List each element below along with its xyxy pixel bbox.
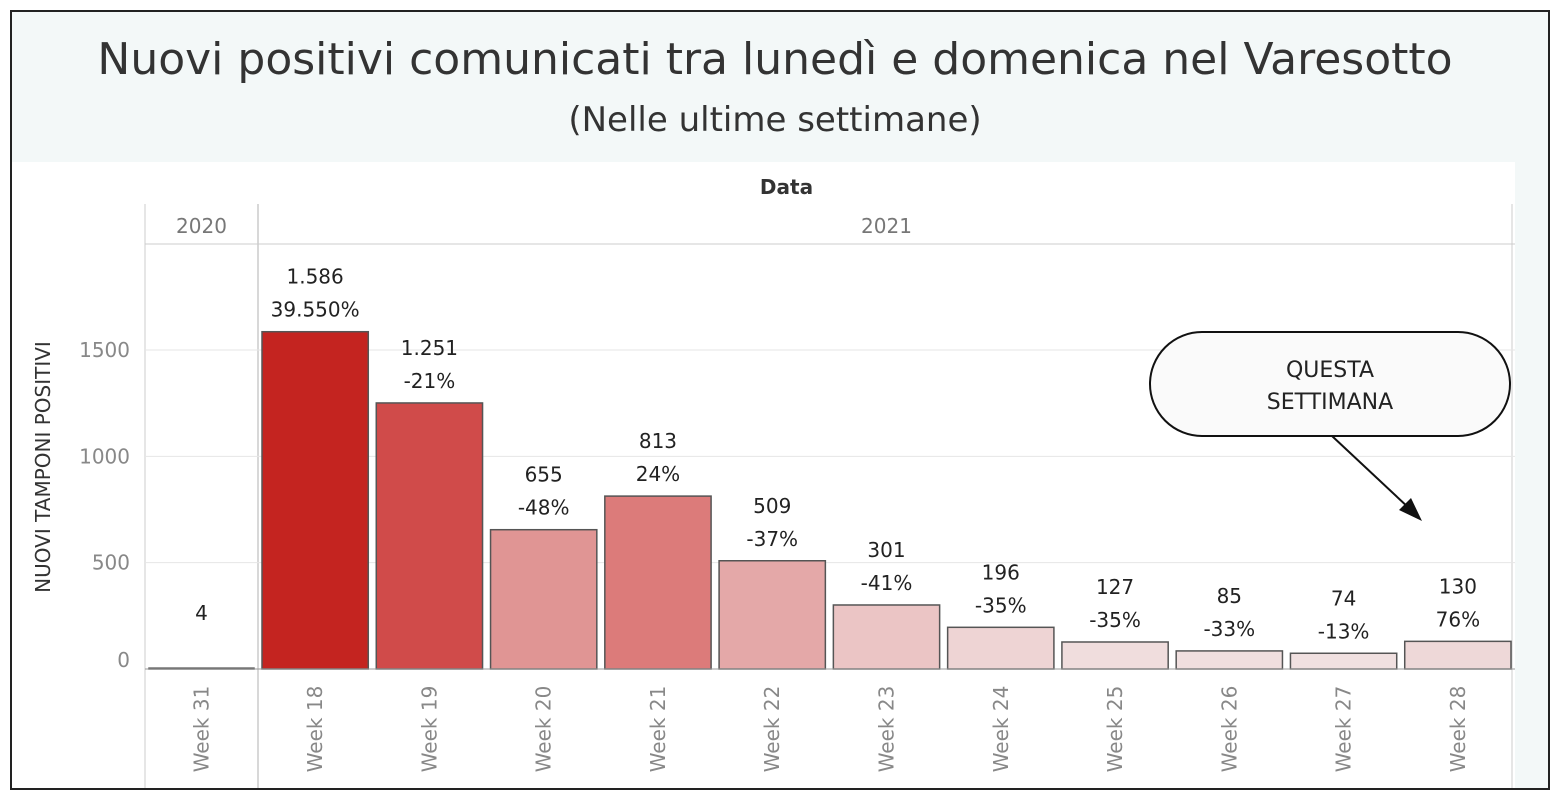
- x-tick-label: Week 26: [1217, 686, 1241, 773]
- bar-week-20: [489, 528, 598, 670]
- y-tick-0: 0: [117, 648, 130, 672]
- x-tick-label: Week 22: [760, 686, 784, 773]
- annotation-bubble: [1149, 331, 1511, 437]
- x-tick-label: Week 21: [646, 686, 670, 773]
- x-tick-label: Week 31: [190, 686, 214, 773]
- year-label-2020: 2020: [176, 214, 227, 238]
- bar-week-21: [604, 495, 712, 670]
- change-label: -37%: [746, 527, 798, 551]
- bar-week-28: [1403, 640, 1512, 670]
- annotation-text: SETTIMANA: [1267, 390, 1393, 415]
- bar-week-24: [946, 626, 1055, 670]
- x-tick-label: Week 18: [303, 686, 327, 773]
- value-label: 196: [982, 560, 1020, 584]
- annotation-arrowhead: [1399, 498, 1422, 521]
- y-tick-1500: 1500: [79, 338, 130, 362]
- value-label: 301: [867, 538, 905, 562]
- value-label: 509: [753, 494, 791, 518]
- bar-week-19: [375, 402, 484, 670]
- x-tick-label: Week 25: [1103, 686, 1127, 773]
- change-label: -33%: [1203, 617, 1255, 641]
- annotation-arrow-line: [1331, 435, 1411, 510]
- bar-week-27: [1289, 652, 1398, 670]
- year-label-2021: 2021: [861, 214, 912, 238]
- chart-subtitle: (Nelle ultime settimane): [568, 100, 982, 140]
- bar-week-23: [832, 604, 941, 670]
- x-tick-label: Week 20: [532, 686, 556, 773]
- value-label: 1.251: [401, 336, 458, 360]
- x-header-label: Data: [760, 175, 813, 199]
- y-tick-500: 500: [92, 551, 130, 575]
- value-label: 85: [1217, 584, 1242, 608]
- bar-week-22: [718, 560, 827, 670]
- x-tick-label: Week 24: [989, 686, 1013, 773]
- annotation-text: QUESTA: [1286, 358, 1374, 383]
- value-label: 74: [1331, 586, 1356, 610]
- chart-title: Nuovi positivi comunicati tra lunedì e d…: [97, 34, 1453, 85]
- x-tick-label: Week 27: [1332, 686, 1356, 773]
- x-tick-label: Week 19: [417, 686, 441, 773]
- bar-week-18: [261, 330, 370, 670]
- value-label: 813: [639, 429, 677, 453]
- chart-frame: Nuovi positivi comunicati tra lunedì e d…: [10, 10, 1550, 790]
- change-label: -41%: [861, 571, 913, 595]
- x-tick-label: Week 28: [1446, 686, 1470, 773]
- change-label: 24%: [636, 462, 680, 486]
- value-label: 127: [1096, 575, 1134, 599]
- value-label: 130: [1439, 574, 1477, 598]
- bar-week-26: [1175, 650, 1284, 670]
- y-axis-label: NUOVI TAMPONI POSITIVI: [31, 341, 55, 593]
- change-label: -21%: [404, 369, 456, 393]
- x-tick-label: Week 23: [875, 686, 899, 773]
- y-tick-1000: 1000: [79, 444, 130, 468]
- value-label: 1.586: [287, 265, 344, 289]
- change-label: -35%: [975, 593, 1027, 617]
- change-label: -35%: [1089, 608, 1141, 632]
- change-label: -48%: [518, 496, 570, 520]
- change-label: -13%: [1318, 619, 1370, 643]
- bar-week-25: [1061, 641, 1169, 670]
- chart-plot: Data 2020 2021 0 500 1000 1500 NUOVI TAMPONI PO…: [12, 162, 1515, 788]
- change-label: 76%: [1436, 607, 1480, 631]
- change-label: 39.550%: [271, 298, 360, 322]
- value-label: 655: [525, 463, 563, 487]
- value-label: 4: [195, 601, 208, 625]
